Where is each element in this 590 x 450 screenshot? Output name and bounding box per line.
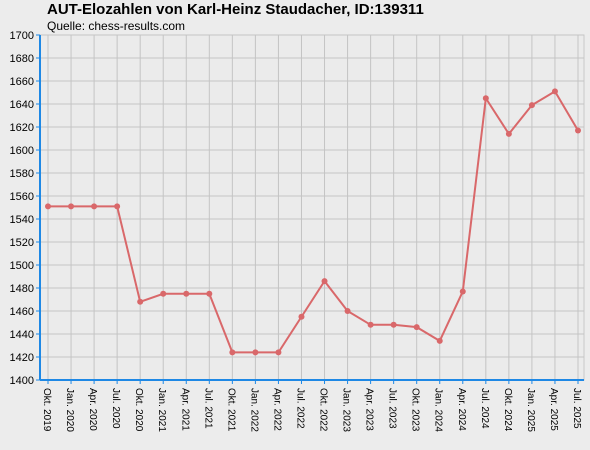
- data-point: [505, 130, 512, 137]
- x-tick-label: Jul. 2020: [110, 388, 121, 429]
- x-tick-label: Jul. 2024: [479, 388, 490, 429]
- x-tick-label: Okt. 2024: [502, 388, 513, 432]
- plot-area: [39, 34, 585, 381]
- data-point: [45, 203, 51, 210]
- x-tick-label: Jan. 2021: [156, 388, 167, 432]
- x-tick-label: Okt. 2021: [225, 388, 236, 432]
- data-point: [528, 102, 535, 109]
- x-tick-label: Jul. 2025: [571, 388, 582, 429]
- x-tick-label: Jul. 2022: [294, 388, 305, 429]
- y-tick-label: 1700: [10, 30, 34, 42]
- y-tick-label: 1560: [10, 191, 34, 203]
- data-point: [390, 321, 397, 328]
- x-tick-label: Apr. 2020: [87, 388, 98, 431]
- x-tick-label: Okt. 2022: [318, 388, 329, 432]
- y-tick-label: 1500: [10, 260, 34, 272]
- data-point: [91, 203, 98, 210]
- x-tick-label: Jan. 2023: [341, 388, 352, 432]
- data-point: [252, 349, 259, 356]
- x-tick-label: Okt. 2019: [41, 388, 52, 432]
- data-point: [344, 308, 351, 314]
- data-point: [551, 88, 558, 95]
- data-point: [183, 290, 190, 297]
- y-tick-label: 1420: [10, 352, 34, 364]
- x-tick-label: Jan. 2022: [248, 388, 259, 432]
- data-point: [206, 290, 213, 297]
- data-line: [48, 89, 579, 354]
- y-tick-label: 1620: [10, 122, 34, 134]
- x-tick-label: Jan. 2020: [64, 388, 75, 432]
- data-point: [436, 337, 443, 344]
- y-tick-label: 1600: [10, 145, 34, 157]
- data-point: [298, 313, 305, 320]
- data-point: [413, 324, 420, 331]
- data-point: [229, 349, 236, 356]
- x-tick-label: Jul. 2023: [387, 388, 398, 429]
- chart-title: AUT-Elozahlen von Karl-Heinz Staudacher,…: [47, 1, 424, 18]
- x-tick-label: Jan. 2024: [433, 388, 444, 432]
- data-point: [575, 127, 581, 134]
- data-point: [482, 95, 489, 102]
- x-tick-label: Jan. 2025: [525, 388, 536, 432]
- data-point: [114, 203, 121, 210]
- x-tick-label: Okt. 2020: [133, 388, 144, 432]
- x-tick-label: Apr. 2024: [456, 388, 467, 431]
- chart-subtitle: Quelle: chess-results.com: [47, 19, 185, 33]
- y-tick-label: 1660: [10, 76, 34, 88]
- y-tick-label: 1480: [10, 283, 34, 295]
- data-point: [160, 290, 167, 297]
- y-tick-label: 1520: [10, 237, 34, 249]
- x-tick-label: Apr. 2022: [271, 388, 282, 431]
- data-point: [275, 349, 282, 356]
- data-point: [367, 321, 374, 328]
- data-point: [137, 298, 144, 305]
- x-tick-label: Jul. 2021: [202, 388, 213, 429]
- y-tick-label: 1680: [10, 53, 34, 65]
- x-tick-label: Apr. 2025: [548, 388, 559, 431]
- y-tick-label: 1440: [10, 329, 34, 341]
- y-tick-label: 1640: [10, 99, 34, 111]
- data-point: [321, 278, 328, 285]
- y-tick-label: 1540: [10, 214, 34, 226]
- data-point: [459, 288, 466, 295]
- y-tick-label: 1460: [10, 306, 34, 318]
- data-point: [68, 203, 75, 210]
- y-tick-label: 1400: [10, 375, 34, 387]
- x-tick-label: Apr. 2021: [179, 388, 190, 431]
- y-tick-label: 1580: [10, 168, 34, 180]
- x-tick-label: Okt. 2023: [410, 388, 421, 432]
- x-tick-label: Apr. 2023: [364, 388, 375, 431]
